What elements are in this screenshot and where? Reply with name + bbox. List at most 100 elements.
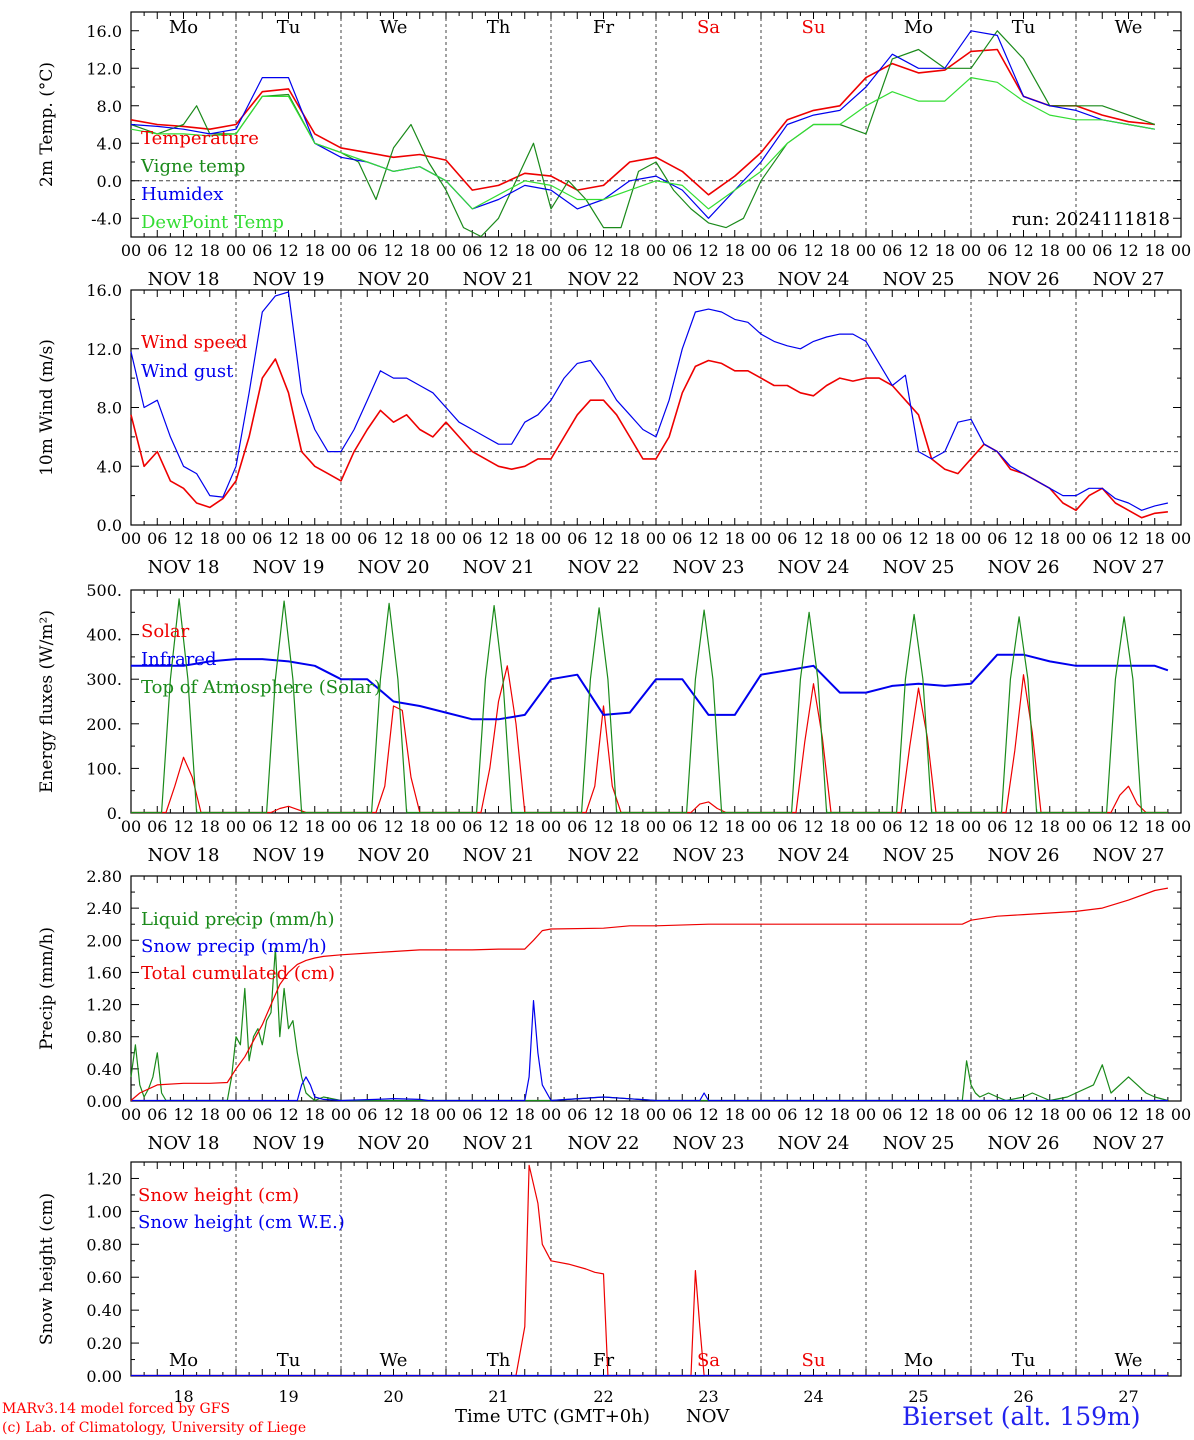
series-line-dewpoint-temp	[130, 76, 1155, 210]
hour-tick-label: 18	[725, 1105, 745, 1124]
hour-tick-label: 00	[436, 529, 456, 548]
legend-entry: Snow height (cm)	[138, 1185, 299, 1206]
date-label: NOV 26	[988, 269, 1060, 290]
weekday-label: Fr	[593, 17, 614, 38]
hour-tick-label: 18	[305, 817, 325, 836]
legend-entry: Humidex	[141, 184, 223, 205]
hour-tick-label: 00	[646, 817, 666, 836]
date-label: NOV 22	[568, 1133, 640, 1154]
date-label: NOV 23	[673, 845, 745, 866]
date-label: NOV 19	[253, 1133, 325, 1154]
hour-tick-label: 06	[357, 817, 377, 836]
weekday-label: Su	[802, 17, 826, 38]
hour-tick-label: 00	[331, 1105, 351, 1124]
hour-tick-label: 06	[672, 1105, 692, 1124]
hour-tick-label: 12	[1118, 241, 1138, 260]
hour-tick-label: 00	[121, 817, 141, 836]
hour-tick-label: 18	[410, 1105, 430, 1124]
y-tick-label: 1.20	[86, 996, 122, 1015]
hour-tick-label: 00	[961, 529, 981, 548]
hour-tick-label: 00	[1171, 1105, 1191, 1124]
day-number-label: 27	[1118, 1387, 1138, 1406]
hour-tick-label: 00	[646, 241, 666, 260]
hour-tick-label: 06	[462, 1105, 482, 1124]
hour-tick-label: 06	[252, 241, 272, 260]
panel-1: 16.0 12.0 8.0 4.0 0.0 -4.0 2m Temp. (°C) 00 06 12…	[37, 11, 1191, 290]
date-label: NOV 27	[1093, 557, 1165, 578]
hour-tick-label: 00	[1171, 529, 1191, 548]
hour-tick-label: 06	[1092, 1105, 1112, 1124]
hour-tick-label: 12	[1118, 817, 1138, 836]
weekday-label: We	[380, 1350, 408, 1371]
weekday-label: Mo	[169, 1350, 198, 1371]
date-label: NOV 20	[358, 557, 430, 578]
hour-tick-label: 18	[410, 529, 430, 548]
hour-tick-label: 12	[488, 529, 508, 548]
y-tick-label: 0.	[107, 804, 122, 823]
date-label: NOV 27	[1093, 269, 1165, 290]
weekday-label: Mo	[904, 1350, 933, 1371]
model-credit: MARv3.14 model forced by GFS	[2, 1401, 231, 1417]
hour-tick-label: 18	[1040, 241, 1060, 260]
hour-tick-label: 00	[436, 817, 456, 836]
hour-tick-label: 06	[672, 817, 692, 836]
hour-tick-label: 18	[935, 1105, 955, 1124]
panel-3: 500. 400. 300. 200. 100. 0. Energy fluxes (W/m…	[37, 581, 1191, 866]
hour-tick-label: 00	[961, 241, 981, 260]
hour-tick-label: 12	[803, 1105, 823, 1124]
hour-tick-label: 12	[698, 1105, 718, 1124]
hour-tick-label: 18	[515, 1105, 535, 1124]
hour-tick-label: 18	[515, 241, 535, 260]
day-number-label: 24	[803, 1387, 823, 1406]
hour-tick-label: 00	[436, 1105, 456, 1124]
date-label: NOV 25	[883, 269, 955, 290]
y-tick-label: 500.	[86, 581, 122, 600]
hour-tick-label: 18	[830, 529, 850, 548]
date-label: NOV 27	[1093, 845, 1165, 866]
y-tick-label: 0.00	[86, 1367, 122, 1386]
hour-tick-label: 18	[200, 241, 220, 260]
hour-tick-label: 18	[620, 529, 640, 548]
hour-tick-label: 18	[725, 817, 745, 836]
y-tick-label: 4.0	[97, 134, 122, 153]
hour-tick-label: 00	[856, 241, 876, 260]
series-line-temperature	[130, 48, 1155, 196]
hour-tick-label: 06	[1092, 241, 1112, 260]
y-tick-label: 0.00	[86, 1092, 122, 1111]
y-axis-label: Snow height (cm)	[37, 1193, 57, 1345]
hour-tick-label: 12	[803, 817, 823, 836]
series-line-snow-height-cm	[131, 1164, 1168, 1377]
date-label: NOV 18	[148, 845, 220, 866]
hour-tick-label: 18	[1040, 817, 1060, 836]
weekday-label: Su	[802, 1350, 826, 1371]
y-tick-label: 8.0	[97, 97, 122, 116]
weekday-label: Sa	[697, 17, 720, 38]
date-label: NOV 26	[988, 845, 1060, 866]
hour-tick-label: 00	[856, 529, 876, 548]
hour-tick-label: 00	[226, 241, 246, 260]
date-label: NOV 18	[148, 269, 220, 290]
hour-tick-label: 12	[278, 817, 298, 836]
y-tick-label: 4.0	[97, 457, 122, 476]
hour-tick-label: 00	[961, 817, 981, 836]
hour-tick-label: 18	[200, 817, 220, 836]
hour-tick-label: 00	[856, 1105, 876, 1124]
hour-tick-label: 18	[305, 241, 325, 260]
hour-tick-label: 12	[488, 241, 508, 260]
hour-tick-label: 00	[961, 1105, 981, 1124]
hour-tick-label: 12	[593, 1105, 613, 1124]
hour-tick-label: 06	[462, 529, 482, 548]
hour-tick-label: 00	[331, 529, 351, 548]
date-label: NOV 20	[358, 269, 430, 290]
hour-tick-label: 12	[593, 817, 613, 836]
legend-entry: Liquid precip (mm/h)	[141, 909, 335, 930]
hour-tick-label: 12	[1013, 241, 1033, 260]
series-line-humidex	[130, 30, 1155, 219]
hour-tick-label: 00	[226, 1105, 246, 1124]
hour-tick-label: 06	[777, 817, 797, 836]
hour-tick-label: 06	[357, 241, 377, 260]
hour-tick-label: 00	[1171, 817, 1191, 836]
hour-tick-label: 18	[200, 529, 220, 548]
hour-tick-label: 06	[357, 529, 377, 548]
